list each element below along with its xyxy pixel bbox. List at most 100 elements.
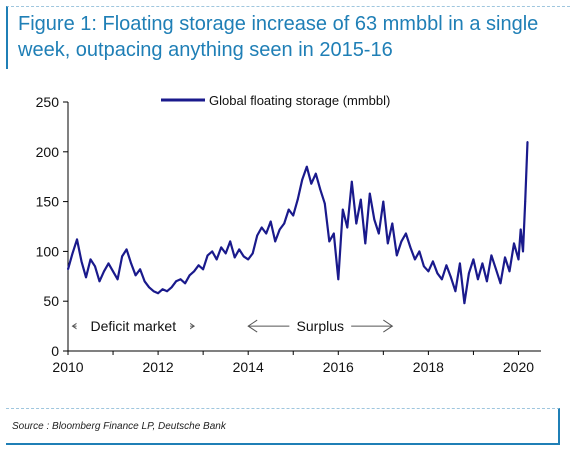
annotation-label: Deficit market: [91, 318, 177, 334]
data-point: [332, 232, 335, 235]
data-point: [197, 264, 200, 267]
data-point: [391, 222, 394, 225]
data-point: [233, 256, 236, 259]
legend-label: Global floating storage (mmbbl): [209, 93, 390, 108]
data-point: [409, 246, 412, 249]
data-point: [386, 242, 389, 245]
data-point: [157, 292, 159, 295]
y-tick-label: 250: [36, 94, 60, 110]
data-point: [450, 276, 452, 279]
data-point: [454, 290, 457, 293]
data-point: [359, 198, 362, 201]
data-point: [337, 278, 340, 281]
data-point: [94, 265, 96, 268]
source-frame: Source : Bloomberg Finance LP, Deutsche …: [6, 408, 560, 445]
data-point: [504, 256, 506, 259]
data-point: [292, 214, 295, 217]
data-point: [134, 274, 137, 277]
data-point: [121, 255, 123, 258]
data-point: [395, 254, 398, 257]
data-point: [323, 202, 326, 205]
data-point: [229, 240, 232, 243]
data-point: [80, 260, 83, 263]
data-point: [524, 200, 527, 203]
data-point: [71, 252, 74, 255]
annotation-label-bg: [289, 315, 352, 338]
data-point: [526, 140, 529, 143]
data-point: [418, 250, 421, 253]
y-tick-label: 0: [51, 343, 59, 359]
data-point: [346, 226, 349, 229]
annotation-arrow-right: [383, 319, 394, 333]
data-point: [260, 226, 263, 229]
data-point: [143, 280, 146, 283]
legend: Global floating storage (mmbbl): [161, 93, 390, 108]
data-point: [283, 222, 286, 225]
data-point: [440, 278, 443, 281]
y-tick-label: 150: [36, 194, 60, 210]
series-layer: [66, 140, 529, 305]
x-tick-label: 2012: [143, 359, 174, 375]
data-point: [301, 178, 304, 181]
data-point: [175, 280, 178, 283]
data-point: [211, 250, 214, 253]
data-point: [251, 252, 254, 255]
x-tick-label: 2010: [52, 359, 83, 375]
data-point: [161, 288, 164, 291]
data-point: [477, 278, 479, 281]
data-point: [400, 240, 403, 243]
series-line: [66, 141, 529, 305]
data-point: [76, 238, 78, 241]
data-point: [431, 260, 434, 263]
data-point: [67, 268, 69, 271]
data-point: [445, 264, 448, 267]
data-point: [328, 240, 331, 243]
data-point: [274, 240, 277, 243]
data-point: [125, 248, 128, 251]
annotation-label: Surplus: [297, 318, 344, 334]
data-point: [499, 282, 502, 285]
data-point: [130, 262, 132, 265]
data-point: [103, 270, 105, 273]
data-point: [459, 262, 461, 265]
data-point: [242, 255, 245, 258]
x-tick-label: 2020: [503, 359, 534, 375]
data-point: [278, 228, 281, 231]
data-point: [206, 254, 209, 257]
data-point: [382, 200, 385, 203]
data-point: [202, 268, 205, 271]
y-tick-label: 50: [43, 293, 59, 309]
data-point: [296, 198, 299, 201]
floating-storage-chart: 0 50 100 150 200 250 2010 2012 2014 2016 2018 2020…: [36, 93, 541, 375]
data-point: [152, 290, 155, 293]
data-point: [481, 262, 484, 265]
annotation-arrow-left: [247, 319, 258, 333]
data-point: [508, 270, 511, 273]
data-point: [319, 188, 322, 191]
data-point: [355, 222, 358, 225]
data-point: [193, 270, 196, 273]
figure-title-frame: Figure 1: Floating storage increase of 6…: [6, 6, 570, 69]
data-point: [112, 270, 114, 273]
data-point: [310, 182, 313, 185]
figure-title: Figure 1: Floating storage increase of 6…: [18, 13, 539, 61]
data-point: [486, 280, 488, 283]
data-point: [422, 265, 425, 268]
data-point: [404, 232, 407, 235]
data-point: [377, 232, 380, 235]
data-point: [495, 268, 497, 271]
data-point: [314, 172, 317, 175]
data-point: [305, 165, 308, 168]
data-point: [170, 286, 173, 289]
data-point: [373, 218, 376, 221]
data-point: [179, 278, 182, 281]
data-point: [215, 258, 218, 261]
data-point: [184, 282, 187, 285]
source-note: Source : Bloomberg Finance LP, Deutsche …: [12, 421, 226, 432]
data-point: [522, 250, 524, 253]
data-point: [490, 254, 493, 257]
data-point: [519, 228, 522, 231]
data-point: [287, 208, 290, 211]
data-point: [188, 274, 191, 277]
x-axis: 2010 2012 2014 2016 2018 2020: [52, 350, 541, 375]
